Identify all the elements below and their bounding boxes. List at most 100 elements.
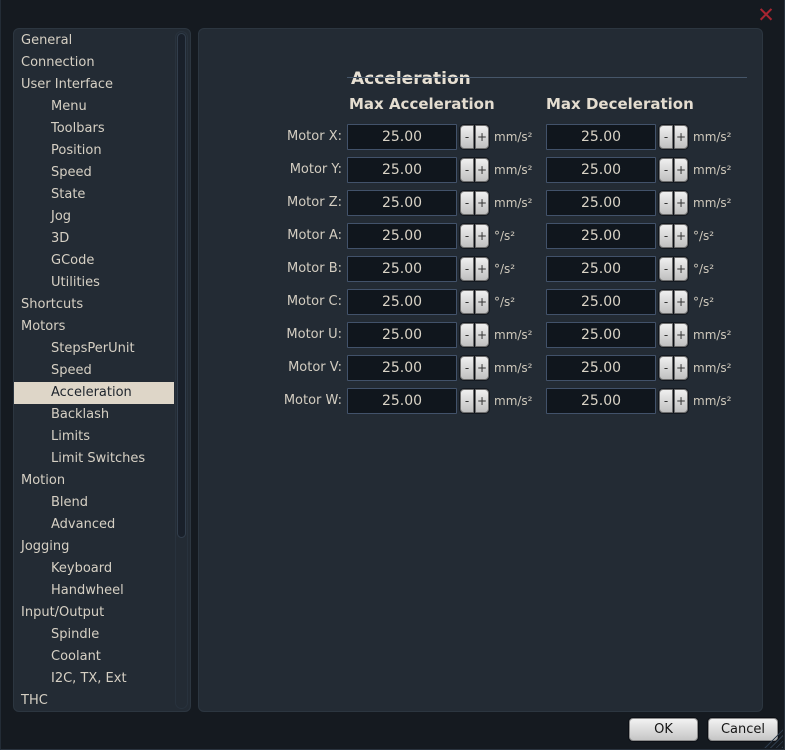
max-deceleration-input[interactable]	[546, 157, 656, 183]
minus-button[interactable]: -	[659, 224, 673, 248]
minus-button[interactable]: -	[460, 125, 474, 149]
plus-button[interactable]: +	[674, 224, 688, 248]
sidebar-item-state[interactable]: State	[14, 184, 174, 206]
max-acceleration-input[interactable]	[347, 223, 457, 249]
max-acceleration-input[interactable]	[347, 322, 457, 348]
sidebar-item-motors[interactable]: Motors	[14, 316, 174, 338]
max-deceleration-input[interactable]	[546, 256, 656, 282]
plus-button[interactable]: +	[475, 389, 489, 413]
plus-button[interactable]: +	[475, 224, 489, 248]
max-deceleration-input[interactable]	[546, 124, 656, 150]
max-acceleration-input[interactable]	[347, 289, 457, 315]
minus-button[interactable]: -	[659, 158, 673, 182]
sidebar-scrollbar-thumb[interactable]	[177, 33, 186, 538]
max-acceleration-input[interactable]	[347, 355, 457, 381]
max-deceleration-input[interactable]	[546, 388, 656, 414]
minus-button[interactable]: -	[460, 191, 474, 215]
sidebar-item-speed[interactable]: Speed	[14, 162, 174, 184]
sidebar-item-menu[interactable]: Menu	[14, 96, 174, 118]
minus-button[interactable]: -	[460, 323, 474, 347]
sidebar-item-user-interface[interactable]: User Interface	[14, 74, 174, 96]
ok-button[interactable]: OK	[629, 718, 698, 741]
plus-button[interactable]: +	[475, 290, 489, 314]
unit-label: mm/s²	[693, 328, 732, 342]
sidebar-item-input-output[interactable]: Input/Output	[14, 602, 174, 624]
minus-button[interactable]: -	[460, 257, 474, 281]
motor-label: Motor Z:	[287, 195, 342, 210]
sidebar-item-limits[interactable]: Limits	[14, 426, 174, 448]
deceleration-spinner: - +	[659, 224, 688, 248]
sidebar-item-advanced[interactable]: Advanced	[14, 514, 174, 536]
plus-button[interactable]: +	[475, 125, 489, 149]
sidebar-item-speed[interactable]: Speed	[14, 360, 174, 382]
max-acceleration-input[interactable]	[347, 256, 457, 282]
plus-button[interactable]: +	[475, 158, 489, 182]
max-acceleration-input[interactable]	[347, 190, 457, 216]
plus-button[interactable]: +	[674, 356, 688, 380]
sidebar-item-backlash[interactable]: Backlash	[14, 404, 174, 426]
sidebar-item-position[interactable]: Position	[14, 140, 174, 162]
minus-button[interactable]: -	[460, 290, 474, 314]
sidebar-item-label: Speed	[51, 363, 92, 378]
sidebar-item-toolbars[interactable]: Toolbars	[14, 118, 174, 140]
plus-button[interactable]: +	[475, 257, 489, 281]
sidebar-item-limit-switches[interactable]: Limit Switches	[14, 448, 174, 470]
sidebar-item-utilities[interactable]: Utilities	[14, 272, 174, 294]
max-deceleration-input[interactable]	[546, 289, 656, 315]
sidebar-item-general[interactable]: General	[14, 30, 174, 52]
minus-button[interactable]: -	[460, 389, 474, 413]
sidebar-item-jog[interactable]: Jog	[14, 206, 174, 228]
sidebar-item-label: Menu	[51, 99, 87, 114]
plus-button[interactable]: +	[674, 290, 688, 314]
sidebar-item-keyboard[interactable]: Keyboard	[14, 558, 174, 580]
plus-button[interactable]: +	[475, 356, 489, 380]
sidebar-item-handwheel[interactable]: Handwheel	[14, 580, 174, 602]
sidebar-item-label: StepsPerUnit	[51, 341, 135, 356]
sidebar-item-motion[interactable]: Motion	[14, 470, 174, 492]
cancel-button[interactable]: Cancel	[708, 718, 778, 741]
sidebar-item-gcode[interactable]: GCode	[14, 250, 174, 272]
sidebar-item-connection[interactable]: Connection	[14, 52, 174, 74]
plus-button[interactable]: +	[674, 323, 688, 347]
sidebar-item-stepsperunit[interactable]: StepsPerUnit	[14, 338, 174, 360]
sidebar-item-label: Keyboard	[51, 561, 113, 576]
max-acceleration-input[interactable]	[347, 157, 457, 183]
sidebar-item-coolant[interactable]: Coolant	[14, 646, 174, 668]
plus-button[interactable]: +	[475, 191, 489, 215]
max-deceleration-header: Max Deceleration	[546, 95, 694, 113]
minus-button[interactable]: -	[659, 191, 673, 215]
max-deceleration-input[interactable]	[546, 223, 656, 249]
minus-button[interactable]: -	[659, 257, 673, 281]
minus-button[interactable]: -	[659, 356, 673, 380]
minus-button[interactable]: -	[659, 323, 673, 347]
sidebar-item-acceleration[interactable]: Acceleration	[14, 382, 174, 404]
close-icon[interactable]: ✕	[757, 3, 775, 27]
plus-button[interactable]: +	[674, 389, 688, 413]
max-acceleration-input[interactable]	[347, 388, 457, 414]
sidebar-item-shortcuts[interactable]: Shortcuts	[14, 294, 174, 316]
sidebar-item-thc[interactable]: THC	[14, 690, 174, 712]
max-deceleration-input[interactable]	[546, 355, 656, 381]
sidebar-item-blend[interactable]: Blend	[14, 492, 174, 514]
max-acceleration-input[interactable]	[347, 124, 457, 150]
plus-button[interactable]: +	[674, 158, 688, 182]
sidebar-item-i2c-tx-ext[interactable]: I2C, TX, Ext	[14, 668, 174, 690]
sidebar-item-jogging[interactable]: Jogging	[14, 536, 174, 558]
sidebar-item-label: Motors	[21, 319, 66, 334]
minus-button[interactable]: -	[659, 290, 673, 314]
sidebar-item-3d[interactable]: 3D	[14, 228, 174, 250]
minus-button[interactable]: -	[659, 125, 673, 149]
sidebar-item-spindle[interactable]: Spindle	[14, 624, 174, 646]
sidebar-item-label: 3D	[51, 231, 70, 246]
plus-button[interactable]: +	[674, 125, 688, 149]
minus-button[interactable]: -	[460, 224, 474, 248]
minus-button[interactable]: -	[659, 389, 673, 413]
max-deceleration-input[interactable]	[546, 322, 656, 348]
plus-button[interactable]: +	[674, 191, 688, 215]
sidebar-scrollbar-track[interactable]	[175, 31, 188, 709]
minus-button[interactable]: -	[460, 158, 474, 182]
minus-button[interactable]: -	[460, 356, 474, 380]
plus-button[interactable]: +	[475, 323, 489, 347]
plus-button[interactable]: +	[674, 257, 688, 281]
max-deceleration-input[interactable]	[546, 190, 656, 216]
